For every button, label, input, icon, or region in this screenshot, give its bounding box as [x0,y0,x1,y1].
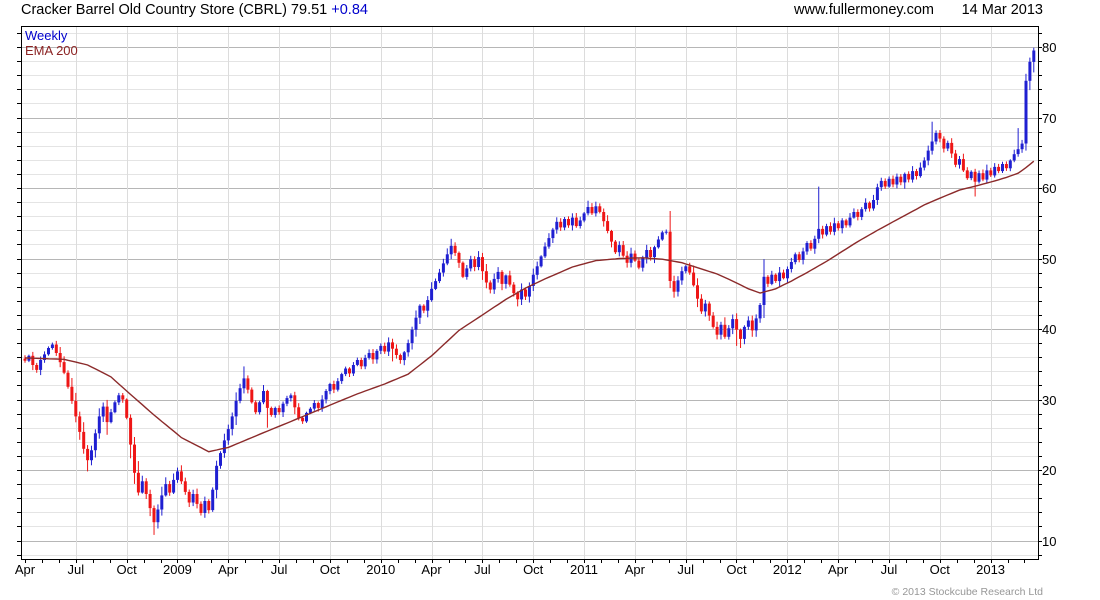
time-axis-label: Apr [14,562,36,577]
time-axis-label: Oct [116,562,137,577]
chart-title: Cracker Barrel Old Country Store (CBRL) … [21,2,368,18]
price-change: +0.84 [331,2,368,18]
price-axis-label: 40 [1042,322,1057,337]
copyright: © 2013 Stockcube Research Ltd [891,586,1043,598]
time-axis-label: Jul [270,562,288,577]
legend-ema-label: EMA 200 [25,43,78,58]
time-axis-label: Jul [677,562,694,577]
price-axis-label: 80 [1042,40,1057,55]
time-axis-label: Jul [67,562,85,577]
price-axis-label: 60 [1042,181,1057,196]
price-axis-label: 10 [1042,533,1057,549]
legend-weekly-label: Weekly [25,28,68,43]
time-axis-label: Oct [523,562,544,577]
price-axis-label: 70 [1042,110,1057,126]
time-axis-label: Apr [218,562,239,577]
site-url: www.fullermoney.com [794,2,934,18]
chart-title-text: Cracker Barrel Old Country Store (CBRL) … [21,2,328,18]
time-axis-label: Jul [474,562,491,577]
time-axis-label: Apr [421,562,442,577]
time-axis-label: Jul [880,562,898,577]
time-axis-label: Apr [827,562,849,577]
time-axis-label: 2009 [162,562,192,577]
time-axis-label: Oct [319,562,341,577]
price-axis-label: 20 [1042,463,1057,478]
time-axis-label: 2013 [976,562,1006,577]
time-axis-label: Apr [624,562,645,577]
time-axis-label: 2011 [570,562,598,577]
chart-date: 14 Mar 2013 [961,2,1043,18]
price-axis-label: 50 [1042,251,1057,267]
time-axis-label: Oct [726,562,747,577]
time-axis-label: Oct [929,562,950,577]
time-axis-label: 2012 [772,562,802,577]
price-axis-label: 30 [1042,392,1057,408]
time-axis-label: 2010 [366,562,396,577]
